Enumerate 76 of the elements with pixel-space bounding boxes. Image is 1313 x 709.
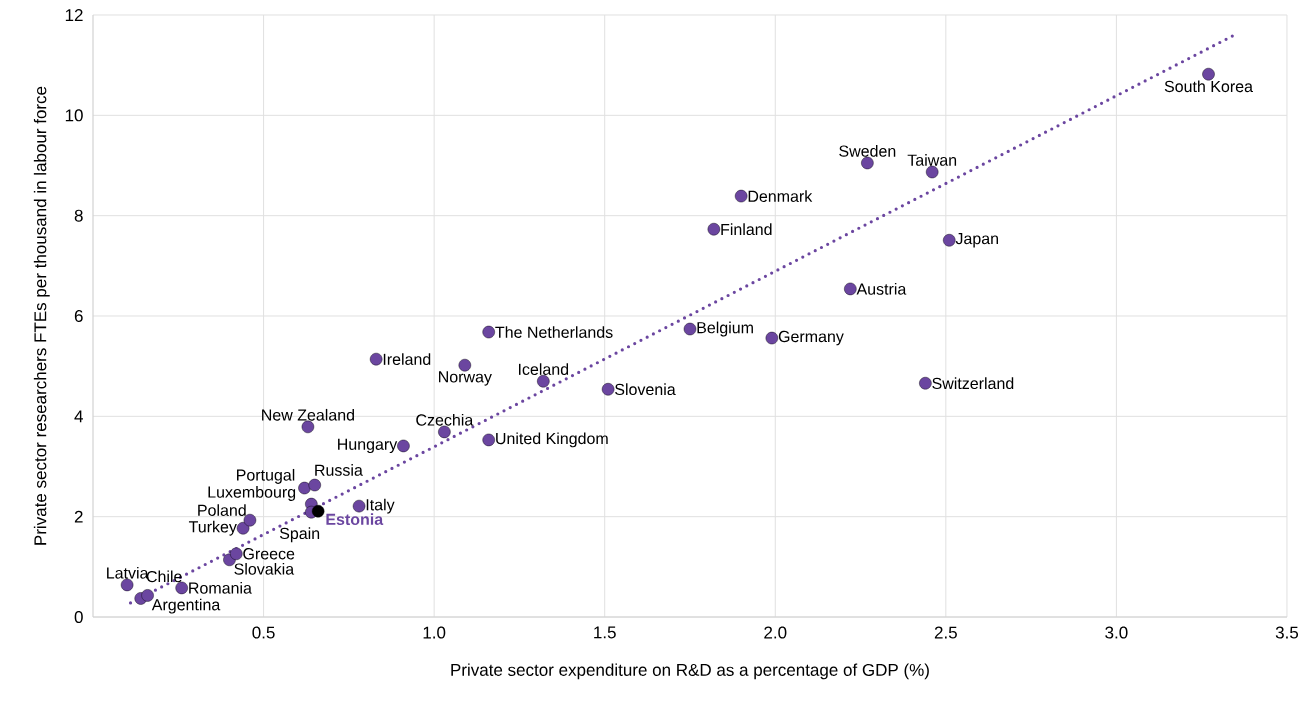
annotation: Norway (439, 371, 492, 386)
point (397, 439, 410, 453)
annotation: Sweden (839, 145, 896, 157)
annotation: Taiwan (907, 154, 957, 166)
y-tick-label: 2 (74, 510, 83, 523)
y-axis-title: Private sector researchers FTEs per thousand in labour force (33, 86, 50, 545)
annotation: The Netherlands (495, 326, 613, 338)
point (482, 433, 495, 447)
annotation: Estonia (326, 513, 384, 526)
annotation: Hungary (338, 438, 398, 454)
x-tick-label: 1.0 (423, 626, 446, 639)
annotation: Romania (189, 582, 252, 594)
point (120, 578, 134, 592)
annotation: Finland (721, 223, 772, 236)
point (861, 156, 874, 170)
point (925, 165, 939, 179)
point (308, 478, 321, 492)
y-tick-label: 8 (74, 209, 83, 222)
point (369, 352, 383, 366)
point (765, 331, 779, 345)
annotation: Poland (198, 504, 246, 516)
x-tick-label: 0.5 (252, 626, 275, 639)
x-tick-label: 2.5 (934, 626, 957, 639)
point (707, 223, 721, 236)
annotation: Spain (279, 527, 320, 543)
x-axis-title: Private sector expenditure on R&D as a percentage of GDP (%) (451, 663, 929, 680)
x-tick-label: 3.0 (1105, 626, 1128, 639)
annotation: Czechia (416, 413, 474, 426)
annotation: Denmark (748, 190, 813, 202)
point (943, 234, 956, 247)
point (601, 383, 615, 396)
annotation: South Korea (1164, 80, 1253, 93)
point (311, 504, 325, 518)
annotation: Belgium (697, 321, 753, 337)
y-tick-label: 12 (65, 9, 83, 21)
annotation: Luxembourg (208, 486, 296, 501)
annotation: Ireland (383, 353, 431, 366)
y-tick-label: 0 (74, 610, 83, 624)
y-tick-label: 6 (74, 309, 83, 323)
annotation: New Zealand (262, 408, 354, 421)
point (683, 322, 697, 336)
point (844, 282, 857, 296)
annotation: Latvia (107, 566, 149, 579)
point (141, 589, 154, 602)
annotation: Italy (366, 498, 395, 514)
x-tick-label: 2.0 (764, 626, 787, 639)
point (236, 522, 250, 535)
y-tick-label: 4 (74, 410, 83, 423)
annotation: Switzerland (932, 377, 1014, 390)
point (537, 375, 550, 388)
point (175, 581, 188, 595)
annotation: Austria (856, 283, 907, 295)
point (482, 325, 495, 339)
x-tick-label: 3.5 (1275, 626, 1299, 639)
annotation: Iceland (518, 363, 569, 376)
x-tick-label: 1.5 (594, 626, 616, 639)
point (352, 499, 366, 513)
point (919, 377, 932, 390)
y-tick-label: 10 (65, 109, 83, 122)
annotation: Argentina (151, 598, 221, 614)
point (301, 420, 315, 434)
annotation: Chile (146, 570, 182, 583)
annotation: Germany (778, 330, 844, 346)
annotation: Turkey (188, 520, 237, 536)
annotation: Slovenia (615, 383, 676, 396)
point (230, 547, 243, 560)
annotation: Greece (243, 548, 295, 560)
annotation: Russia (315, 464, 363, 476)
annotation: United Kingdom (496, 432, 608, 448)
point (1202, 67, 1215, 81)
annotation: Japan (955, 233, 998, 248)
annotation: Portugal (237, 468, 295, 484)
annotation: Slovakia (234, 563, 295, 575)
point (734, 189, 748, 203)
point (458, 358, 472, 372)
point (438, 425, 451, 439)
